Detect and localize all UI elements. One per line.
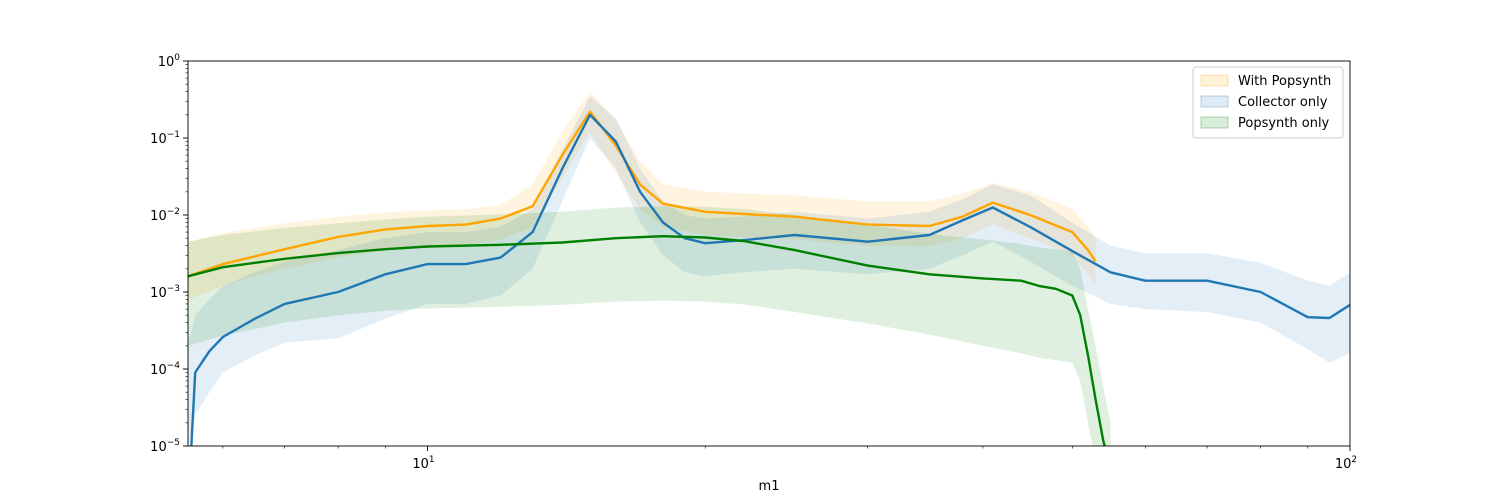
y-tick-label: 10−2	[150, 207, 180, 224]
legend-swatch	[1200, 95, 1229, 108]
legend-label: Popsynth only	[1238, 116, 1330, 131]
legend-swatch	[1200, 116, 1229, 129]
legend-box	[1192, 66, 1344, 139]
x-tick-label: 101	[412, 455, 434, 472]
legend-swatch	[1200, 74, 1229, 87]
y-tick-label: 100	[158, 53, 181, 70]
y-tick-label: 10−4	[150, 361, 180, 378]
line-collector_only	[190, 113, 1350, 446]
legend-label: Collector only	[1238, 95, 1328, 110]
y-tick-label: 10−3	[150, 284, 180, 301]
x-axis-label: m1	[759, 479, 780, 494]
legend-label: With Popsynth	[1238, 74, 1331, 89]
band-collector_only	[188, 96, 1350, 446]
y-tick-label: 10−1	[150, 130, 180, 147]
plot-frame	[187, 60, 1351, 447]
line-popsynth_only	[188, 235, 1106, 446]
series-lines	[188, 110, 1350, 446]
y-tick-label: 10−5	[150, 438, 180, 455]
x-tick-label: 102	[1335, 455, 1357, 472]
x-axis: 101 102	[222, 446, 1357, 472]
y-axis: 10−5 10−4 10−3 10−2 10−1 100	[150, 53, 188, 455]
plot-area	[188, 61, 1350, 446]
legend: With Popsynth Collector only Popsynth only	[1192, 66, 1344, 139]
